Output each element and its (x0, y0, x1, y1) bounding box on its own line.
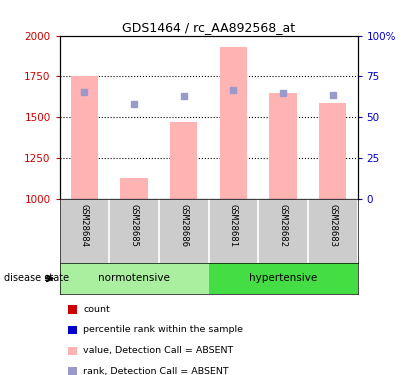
Text: GSM28686: GSM28686 (179, 204, 188, 247)
Bar (319, 102, 346, 199)
Text: GSM28681: GSM28681 (229, 204, 238, 247)
Text: GSM28683: GSM28683 (328, 204, 337, 247)
Text: rank, Detection Call = ABSENT: rank, Detection Call = ABSENT (83, 367, 229, 375)
Text: value, Detection Call = ABSENT: value, Detection Call = ABSENT (83, 346, 233, 355)
Text: count: count (83, 305, 110, 314)
Bar (68, 367, 77, 375)
Bar (120, 177, 148, 199)
Bar (68, 305, 77, 314)
Bar (270, 93, 297, 199)
Bar (220, 47, 247, 199)
Bar (68, 346, 77, 355)
Text: hypertensive: hypertensive (249, 273, 317, 284)
Bar (68, 326, 77, 334)
Text: GSM28685: GSM28685 (129, 204, 139, 247)
Title: GDS1464 / rc_AA892568_at: GDS1464 / rc_AA892568_at (122, 21, 295, 34)
Text: normotensive: normotensive (98, 273, 170, 284)
Text: percentile rank within the sample: percentile rank within the sample (83, 326, 243, 334)
Text: disease state: disease state (4, 273, 69, 284)
Text: GSM28682: GSM28682 (279, 204, 288, 247)
Bar (60, 262, 209, 294)
Text: GSM28684: GSM28684 (80, 204, 89, 247)
Bar (170, 122, 197, 199)
Bar (208, 262, 358, 294)
Bar (71, 76, 98, 199)
